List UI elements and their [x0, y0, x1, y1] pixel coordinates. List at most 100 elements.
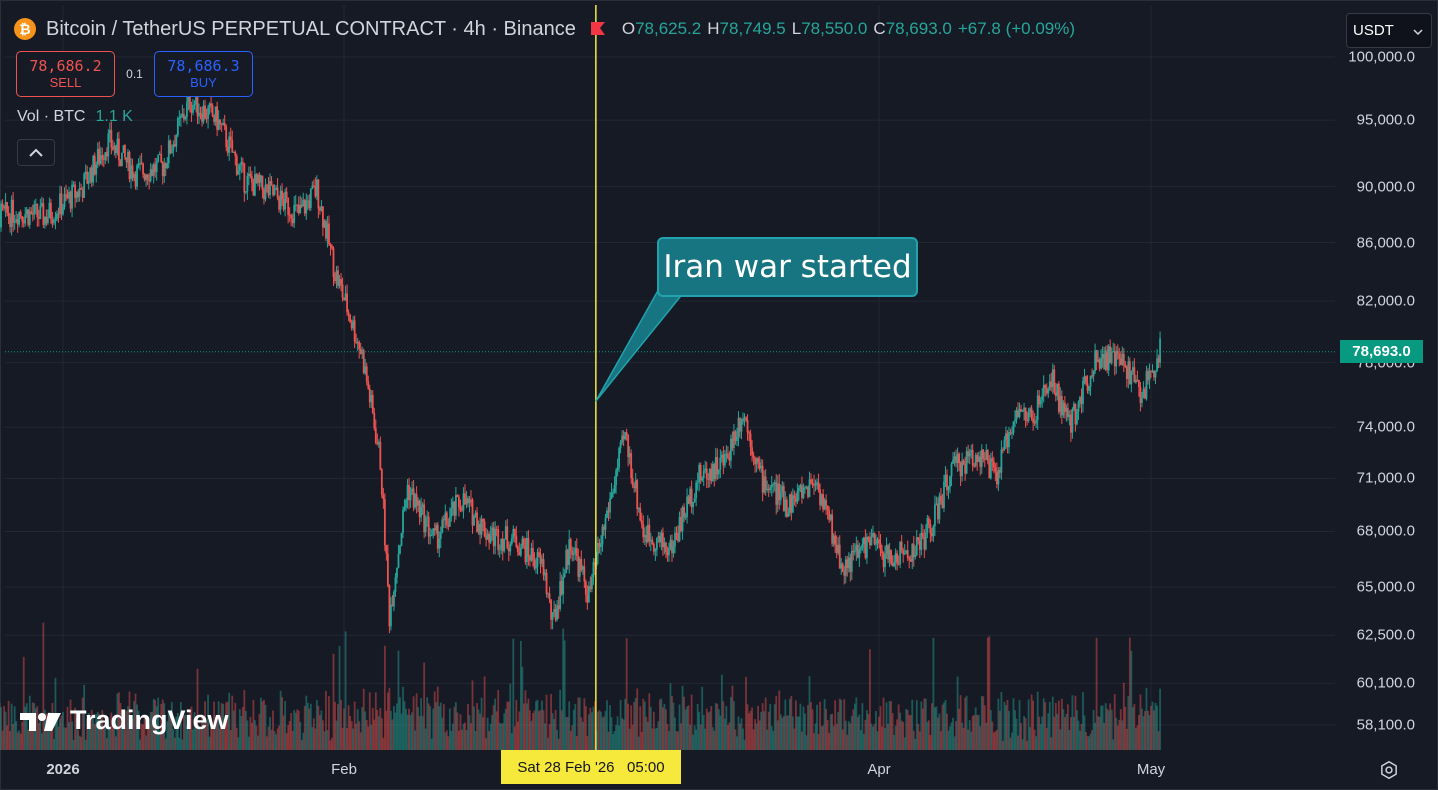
candle-body	[538, 552, 540, 557]
candle-body	[690, 488, 693, 508]
candle-body	[69, 191, 72, 209]
volume-bar	[241, 707, 244, 750]
candle-body	[725, 453, 728, 455]
volume-bar	[807, 704, 809, 750]
candle-body	[207, 107, 209, 119]
annotation-callout[interactable]: Iran war started	[657, 237, 918, 297]
volume-bar	[250, 722, 253, 750]
candle-body	[480, 519, 483, 535]
candle-body	[761, 465, 764, 493]
volume-bar	[722, 701, 725, 750]
candle-body	[92, 155, 95, 183]
tradingview-logo[interactable]: TradingView	[20, 705, 229, 736]
volume-bar	[1017, 735, 1019, 750]
candle-body	[646, 524, 649, 542]
volume-bar	[386, 692, 389, 750]
candle-body	[374, 428, 377, 444]
volume-bar	[258, 713, 261, 750]
candle-body	[743, 417, 746, 419]
candle-body	[362, 350, 365, 374]
volume-bar	[173, 737, 176, 750]
candle-body	[535, 566, 537, 569]
volume-bar	[382, 737, 385, 750]
candle-body	[752, 455, 755, 459]
volume-bar	[365, 719, 368, 750]
candle-body	[630, 453, 633, 479]
volume-bar	[1029, 727, 1032, 750]
candle-body	[737, 418, 740, 437]
candle-body	[338, 279, 341, 286]
volume-bar	[370, 724, 373, 750]
buy-button[interactable]: 78,686.3 BUY	[154, 51, 253, 97]
currency-select[interactable]: USDT	[1346, 13, 1432, 48]
candle-body	[210, 103, 212, 106]
candle-body	[832, 535, 835, 544]
volume-bar	[252, 699, 255, 750]
candle-body	[778, 483, 781, 501]
volume-bar	[383, 645, 386, 750]
candle-body	[684, 516, 687, 518]
volume-bar	[93, 724, 96, 750]
candle-body	[536, 552, 539, 567]
volume-bar	[376, 710, 379, 750]
volume-bar	[388, 687, 391, 750]
volume-bar	[400, 713, 403, 750]
candle-body	[334, 277, 336, 282]
candle-body	[273, 190, 276, 196]
candle-body	[193, 104, 196, 106]
volume-bar	[680, 723, 682, 750]
volume-bar	[318, 715, 321, 750]
volume-bar	[1026, 740, 1028, 750]
volume-bar	[186, 725, 188, 750]
volume-bar	[238, 709, 241, 750]
flag-icon[interactable]	[590, 21, 606, 37]
candle-body	[838, 544, 841, 569]
volume-bar	[108, 727, 111, 750]
candle-body	[1041, 395, 1044, 401]
settings-icon[interactable]	[1378, 759, 1400, 781]
candle-body	[113, 145, 116, 150]
candle-body	[145, 174, 148, 180]
candle-body	[1125, 366, 1128, 380]
time-axis[interactable]: 2026 Feb Apr May	[0, 750, 1438, 790]
candle-body	[305, 200, 308, 214]
volume-bar	[219, 728, 222, 750]
volume-bar	[551, 713, 554, 750]
volume-bar	[533, 710, 536, 750]
volume-bar	[315, 699, 318, 750]
candle-body	[152, 164, 155, 176]
volume-bar	[578, 697, 581, 750]
volume-legend[interactable]: Vol · BTC 1.1 K	[17, 108, 133, 126]
candle-body	[450, 508, 453, 517]
candle-body	[1134, 379, 1137, 383]
volume-bar	[571, 725, 574, 750]
candle-body	[699, 464, 702, 481]
volume-bar	[977, 714, 980, 750]
candle-body	[612, 492, 614, 494]
candle-body	[894, 553, 897, 563]
volume-bar	[179, 702, 182, 750]
collapse-legend-button[interactable]	[17, 139, 55, 166]
candle-body	[430, 534, 433, 536]
order-quantity[interactable]: 0.1	[126, 67, 143, 81]
volume-bar	[448, 708, 451, 750]
volume-bar	[728, 722, 731, 750]
candle-body	[442, 519, 445, 521]
candle-body	[158, 154, 161, 156]
candle-body	[355, 341, 358, 343]
candle-body	[498, 549, 501, 551]
candle-body	[418, 500, 421, 518]
volume-bar	[331, 737, 333, 750]
sell-button[interactable]: 78,686.2 SELL	[16, 51, 115, 97]
candle-body	[89, 167, 92, 182]
volume-bar	[458, 730, 460, 750]
price-axis[interactable]: 100,000.0 95,000.0 90,000.0 86,000.0 82,000.…	[1335, 0, 1438, 750]
candle-body	[243, 163, 246, 193]
volume-bar	[671, 696, 673, 750]
symbol-title[interactable]: Bitcoin / TetherUS PERPETUAL CONTRACT · …	[46, 17, 576, 40]
volume-bar	[1104, 703, 1107, 750]
candle-body	[1076, 411, 1078, 425]
volume-bar	[1053, 716, 1056, 750]
candle-body	[649, 539, 652, 542]
